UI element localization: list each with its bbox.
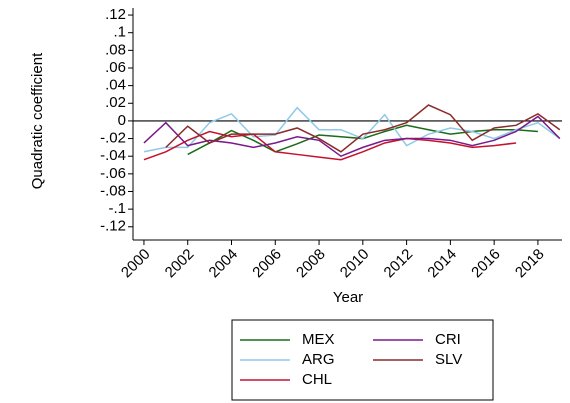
x-tick-label: 2018 [512, 246, 548, 282]
legend-label: MEX [302, 331, 335, 348]
legend-label: CHL [302, 371, 332, 388]
y-tick-label: .06 [105, 59, 126, 76]
y-tick-label: .12 [105, 6, 126, 23]
x-tick-label: 2008 [293, 246, 329, 282]
legend-label: SLV [435, 351, 462, 368]
x-tick-label: 2006 [249, 246, 285, 282]
series-line [143, 130, 517, 161]
y-tick-label: -.06 [100, 165, 126, 182]
series-line [165, 104, 561, 153]
y-axis-label: Quadratic coefficient [29, 52, 46, 189]
x-tick-label: 2014 [424, 246, 460, 282]
y-tick-label: 0 [118, 112, 126, 129]
y-tick-label: .04 [105, 77, 126, 94]
x-tick-label: 2000 [118, 246, 154, 282]
y-tick-label: .1 [113, 24, 126, 41]
y-tick-label: -.02 [100, 130, 126, 147]
x-tick-label: 2004 [206, 246, 242, 282]
y-tick-label: .08 [105, 41, 126, 58]
series-line [187, 124, 538, 156]
x-tick-label: 2010 [337, 246, 373, 282]
y-tick-label: .02 [105, 94, 126, 111]
series-line [143, 106, 561, 153]
x-tick-label: 2012 [381, 246, 417, 282]
x-tick-label: 2002 [162, 246, 198, 282]
series-line [143, 115, 561, 158]
y-tick-label: -.08 [100, 182, 126, 199]
y-tick-label: -.04 [100, 147, 126, 164]
x-tick-label: 2016 [468, 246, 504, 282]
y-tick-label: -.1 [108, 200, 126, 217]
legend-box [231, 319, 494, 401]
x-axis-label: Year [333, 289, 363, 306]
y-tick-label: -.12 [100, 218, 126, 235]
legend-label: CRI [435, 331, 461, 348]
legend-label: ARG [302, 351, 335, 368]
